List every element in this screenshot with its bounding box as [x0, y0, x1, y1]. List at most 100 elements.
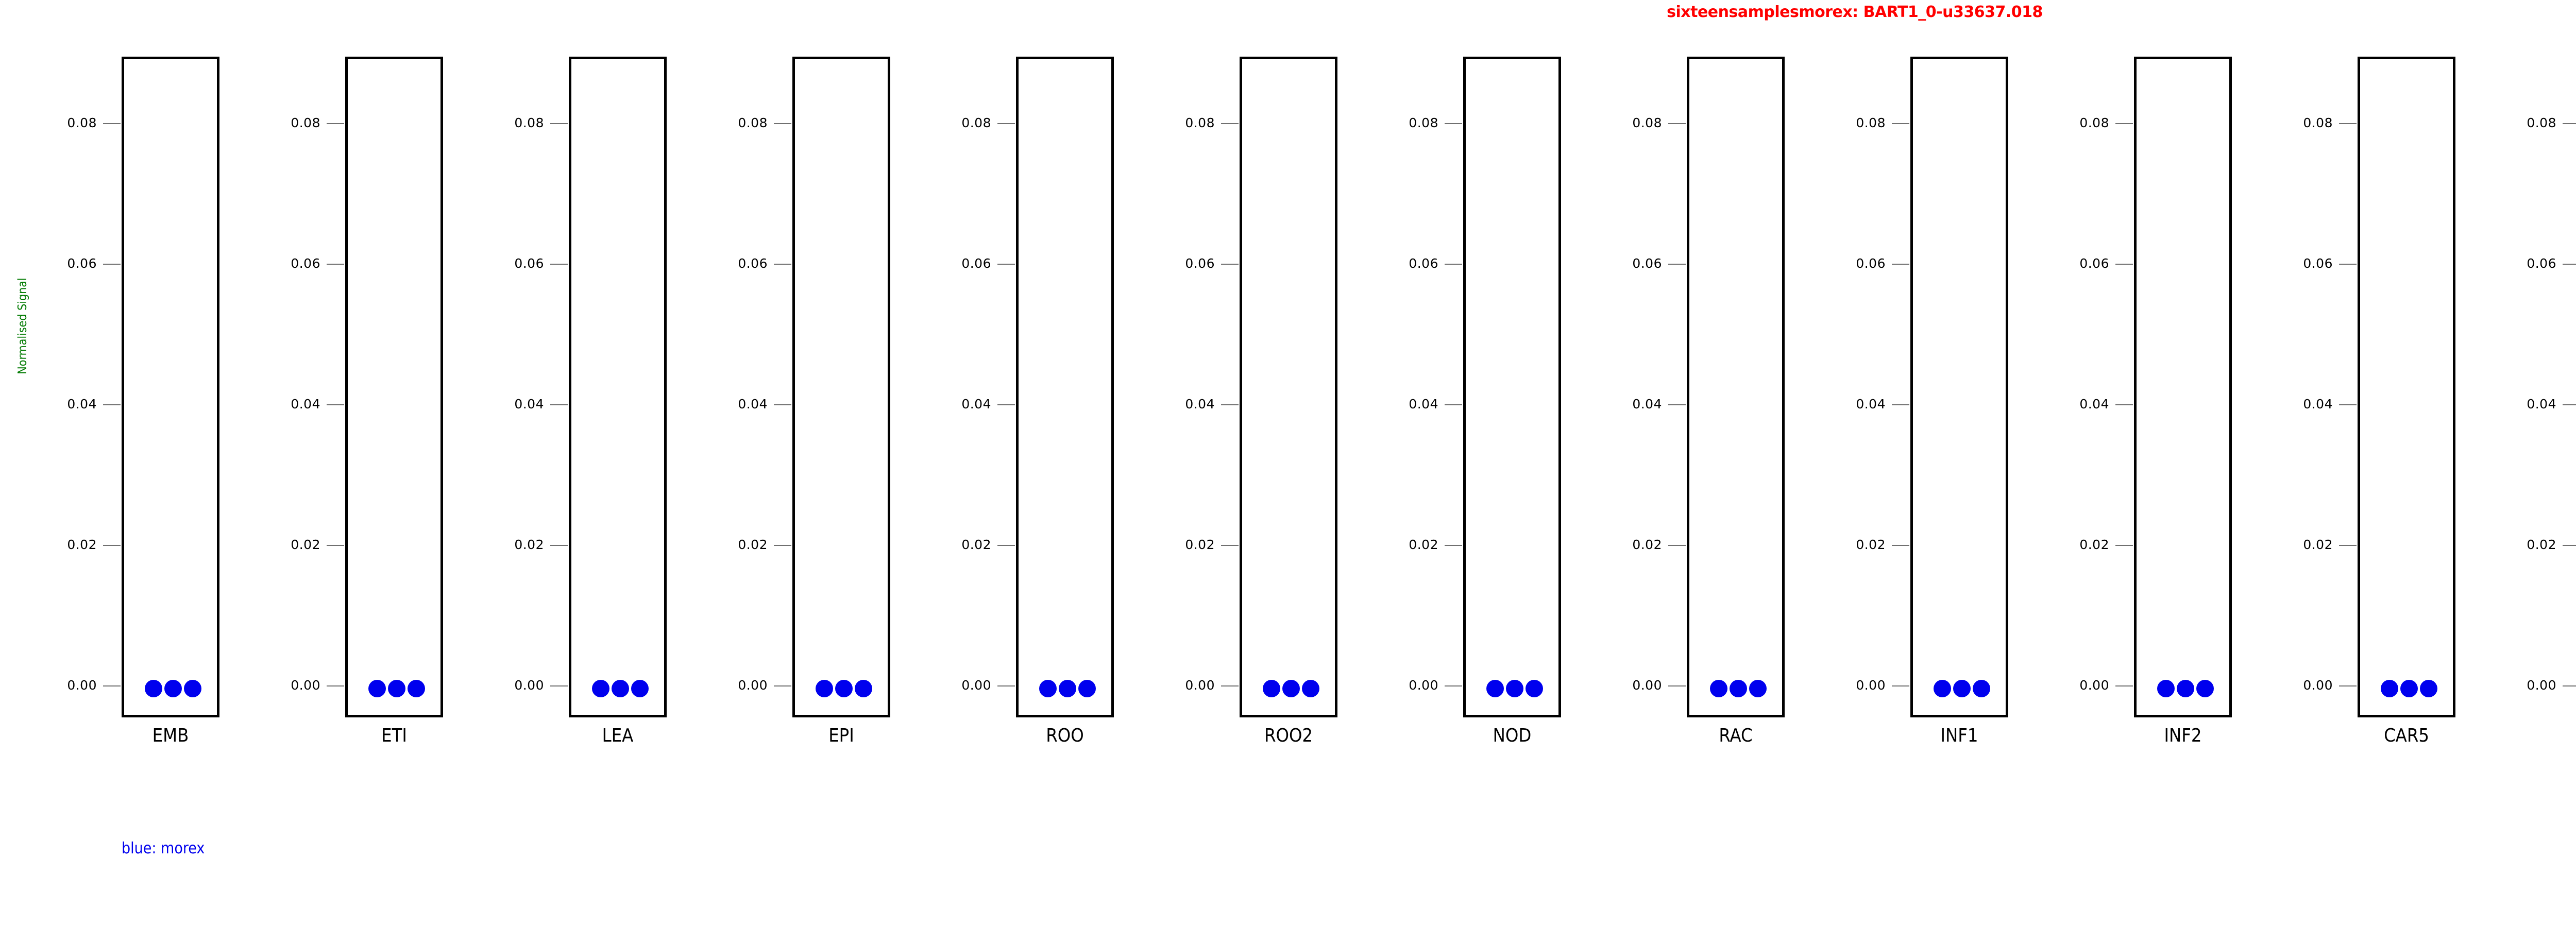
y-tick-label: 0.04: [2303, 397, 2333, 412]
y-tick-label: 0.02: [514, 537, 544, 553]
y-tick-label: 0.02: [738, 537, 768, 553]
y-tick-label: 0.08: [514, 115, 544, 131]
y-tick-mark: [774, 544, 791, 546]
panel-label-inf2: INF2: [2164, 725, 2202, 746]
y-tick-mark: [2115, 263, 2133, 265]
y-tick-label: 0.04: [1185, 397, 1215, 412]
y-tick-label: 0.04: [1409, 397, 1438, 412]
y-tick-mark: [2115, 123, 2133, 124]
y-tick-mark: [1892, 685, 1909, 686]
data-point: [1730, 679, 1747, 697]
y-tick-label: 0.06: [1409, 256, 1438, 271]
data-point: [1749, 679, 1767, 697]
data-point: [1973, 679, 1990, 697]
y-tick-mark: [1668, 544, 1686, 546]
plot-box-roo: [1016, 57, 1114, 717]
y-tick-mark: [774, 404, 791, 405]
y-tick-label: 0.06: [2079, 256, 2109, 271]
panel-label-epi: EPI: [828, 725, 854, 746]
y-tick-label: 0.06: [738, 256, 768, 271]
panel-label-rac: RAC: [1719, 725, 1753, 746]
y-tick-mark: [327, 123, 344, 124]
y-tick-mark: [1445, 685, 1462, 686]
y-tick-mark: [2339, 685, 2357, 686]
y-tick-label: 0.04: [2527, 397, 2556, 412]
y-tick-mark: [1892, 544, 1909, 546]
data-point: [1282, 679, 1300, 697]
y-tick-mark: [1445, 123, 1462, 124]
data-point: [1486, 679, 1504, 697]
data-point: [1039, 679, 1057, 697]
y-tick-mark: [1445, 263, 1462, 265]
y-tick-label: 0.02: [291, 537, 320, 553]
y-tick-label: 0.02: [67, 537, 97, 553]
y-tick-label: 0.04: [738, 397, 768, 412]
y-tick-mark: [1445, 404, 1462, 405]
y-tick-mark: [103, 263, 121, 265]
data-point: [184, 679, 201, 697]
y-tick-label: 0.06: [1185, 256, 1215, 271]
data-point: [2157, 679, 2175, 697]
y-tick-mark: [550, 685, 568, 686]
y-tick-label: 0.04: [514, 397, 544, 412]
y-tick-label: 0.08: [2079, 115, 2109, 131]
y-axis-lea: 0.00 0.02 0.04 0.06 0.08: [449, 57, 568, 717]
panel-label-nod: NOD: [1493, 725, 1532, 746]
y-tick-mark: [103, 544, 121, 546]
data-point: [592, 679, 609, 697]
data-point: [164, 679, 182, 697]
y-tick-mark: [997, 404, 1015, 405]
y-tick-mark: [327, 544, 344, 546]
y-axis-inf1: 0.00 0.02 0.04 0.06 0.08: [1791, 57, 1909, 717]
panel-label-roo2: ROO2: [1264, 725, 1313, 746]
y-tick-mark: [2115, 685, 2133, 686]
y-tick-label: 0.04: [961, 397, 991, 412]
y-tick-label: 0.00: [1856, 678, 1886, 693]
y-axis-roo2: 0.00 0.02 0.04 0.06 0.08: [1120, 57, 1239, 717]
y-tick-label: 0.00: [961, 678, 991, 693]
data-point: [612, 679, 629, 697]
plot-box-rac: [1687, 57, 1785, 717]
y-tick-mark: [103, 685, 121, 686]
y-tick-label: 0.00: [1409, 678, 1438, 693]
data-point: [1302, 679, 1319, 697]
y-axis-eti: 0.00 0.02 0.04 0.06 0.08: [226, 57, 344, 717]
y-tick-label: 0.08: [291, 115, 320, 131]
y-tick-label: 0.08: [2527, 115, 2556, 131]
panel-label-inf1: INF1: [1940, 725, 1978, 746]
y-axis-roo: 0.00 0.02 0.04 0.06 0.08: [896, 57, 1015, 717]
data-point: [1934, 679, 1951, 697]
data-point: [816, 679, 833, 697]
y-tick-label: 0.08: [1185, 115, 1215, 131]
data-point: [2196, 679, 2214, 697]
legend-label-morex: blue: morex: [122, 839, 205, 857]
y-tick-mark: [2115, 404, 2133, 405]
y-tick-label: 0.02: [2079, 537, 2109, 553]
y-tick-label: 0.02: [1632, 537, 1662, 553]
y-tick-mark: [103, 123, 121, 124]
y-axis-epi: 0.00 0.02 0.04 0.06 0.08: [673, 57, 791, 717]
data-point: [1953, 679, 1971, 697]
y-tick-label: 0.08: [1632, 115, 1662, 131]
y-tick-mark: [2563, 404, 2576, 405]
y-tick-label: 0.02: [961, 537, 991, 553]
y-tick-label: 0.02: [1409, 537, 1438, 553]
data-point: [631, 679, 649, 697]
y-tick-mark: [997, 123, 1015, 124]
y-tick-label: 0.02: [1856, 537, 1886, 553]
plot-box-eti: [345, 57, 443, 717]
panel-label-eti: ETI: [381, 725, 407, 746]
y-tick-label: 0.08: [1409, 115, 1438, 131]
y-tick-label: 0.06: [1856, 256, 1886, 271]
y-tick-mark: [774, 123, 791, 124]
data-point: [2420, 679, 2437, 697]
y-axis-car5: 0.00 0.02 0.04 0.06 0.08: [2238, 57, 2357, 717]
y-tick-mark: [2339, 263, 2357, 265]
y-tick-label: 0.00: [738, 678, 768, 693]
y-tick-label: 0.06: [291, 256, 320, 271]
data-point: [408, 679, 425, 697]
y-tick-label: 0.00: [67, 678, 97, 693]
y-tick-label: 0.00: [2079, 678, 2109, 693]
y-tick-mark: [2563, 685, 2576, 686]
